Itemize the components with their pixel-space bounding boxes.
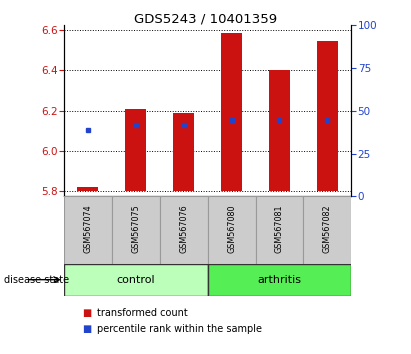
Bar xyxy=(64,264,208,296)
Text: ■: ■ xyxy=(82,308,92,318)
Bar xyxy=(77,187,99,192)
Text: control: control xyxy=(116,275,155,285)
Bar xyxy=(112,196,159,264)
Bar xyxy=(269,70,290,192)
Bar xyxy=(208,196,256,264)
Bar xyxy=(159,196,208,264)
Bar xyxy=(125,109,146,192)
Bar xyxy=(303,196,351,264)
Bar xyxy=(316,41,338,192)
Text: GSM567075: GSM567075 xyxy=(131,204,140,253)
Text: GSM567080: GSM567080 xyxy=(227,205,236,253)
Bar xyxy=(221,33,242,192)
Text: GSM567082: GSM567082 xyxy=(323,205,332,253)
Text: GSM567076: GSM567076 xyxy=(179,205,188,253)
Text: GSM567074: GSM567074 xyxy=(83,205,92,253)
Text: ■: ■ xyxy=(82,324,92,334)
Text: disease state: disease state xyxy=(4,275,69,285)
Bar xyxy=(208,264,351,296)
Bar xyxy=(173,113,194,192)
Text: percentile rank within the sample: percentile rank within the sample xyxy=(97,324,261,334)
Text: GDS5243 / 10401359: GDS5243 / 10401359 xyxy=(134,12,277,25)
Text: GSM567081: GSM567081 xyxy=(275,205,284,253)
Text: transformed count: transformed count xyxy=(97,308,187,318)
Bar xyxy=(64,196,112,264)
Bar xyxy=(256,196,303,264)
Text: arthritis: arthritis xyxy=(257,275,302,285)
